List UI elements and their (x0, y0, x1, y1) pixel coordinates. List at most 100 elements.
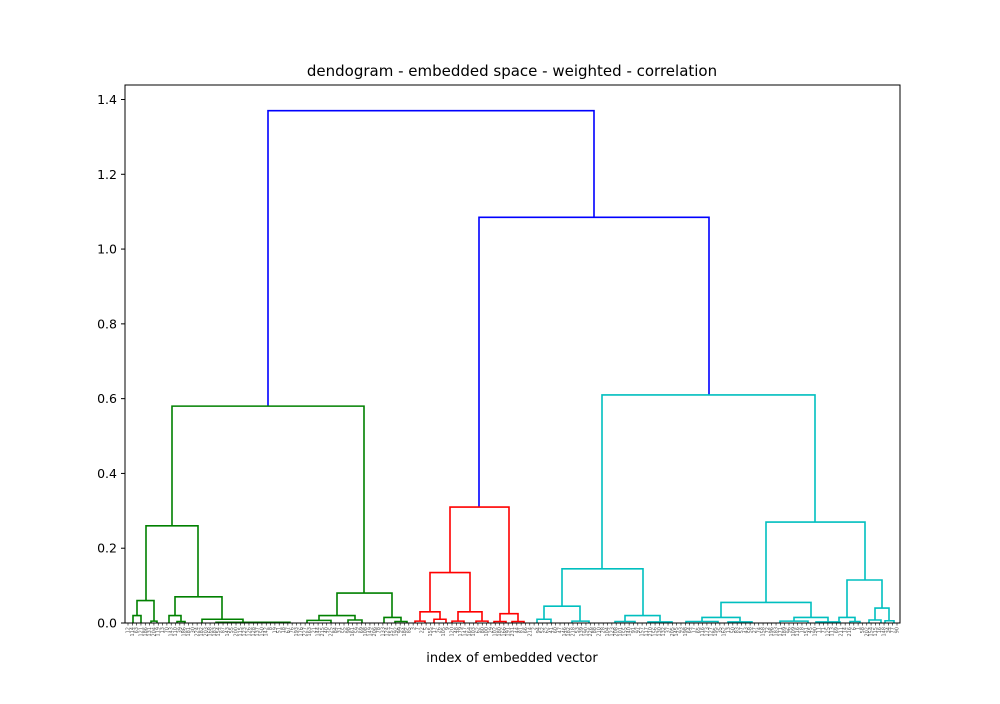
leaf-label: 78 (376, 627, 382, 633)
leaf-label: 200 (234, 627, 240, 637)
leaf-label: 139 (579, 627, 585, 637)
leaf-label: 60 (553, 627, 559, 633)
leaf-label: 210 (596, 627, 602, 637)
leaf-label: 88 (592, 627, 598, 633)
leaf-label: 40 (324, 627, 330, 633)
leaf-label: 142 (264, 627, 270, 637)
leaf-label: 94 (536, 627, 542, 633)
leaf-label: 179 (458, 627, 464, 637)
leaf-label: 13 (726, 627, 732, 633)
leaf-label: 101 (618, 627, 624, 637)
leaf-label: 37 (666, 627, 672, 633)
leaf-label: 132 (661, 627, 667, 637)
leaf-label: 186 (182, 627, 188, 637)
leaf-label: 227 (303, 627, 309, 637)
dendrogram-link-4 (145, 524, 199, 601)
leaf-label: 29 (488, 627, 494, 633)
dendrogram-link-3 (171, 405, 365, 594)
leaf-label: 43 (743, 627, 749, 633)
leaf-label: 91 (631, 627, 637, 633)
leaf-label: 225 (329, 627, 335, 637)
leaf-label: 3 (411, 627, 417, 630)
dendrogram-link-41 (685, 620, 719, 623)
leaf-label: 14 (843, 627, 849, 633)
dendrogram-link-39 (720, 601, 812, 618)
dendrogram-link-18 (394, 620, 408, 623)
leaf-label: 155 (428, 627, 434, 637)
leaf-label: 71 (821, 627, 827, 633)
leaf-label: 67 (285, 627, 291, 633)
leaf-label: 28 (601, 627, 607, 633)
leaf-label: 63 (134, 627, 140, 633)
leaf-label: 34 (886, 627, 892, 633)
leaf-label: 19 (272, 627, 278, 633)
leaf-label: 55 (342, 627, 348, 633)
dendrogram-link-37 (647, 621, 673, 623)
leaf-label: 16 (877, 627, 883, 633)
leaf-label: 176 (298, 627, 304, 637)
leaf-label: 121 (138, 627, 144, 637)
leaf-label: 21 (311, 627, 317, 633)
dendrogram-link-6 (132, 614, 142, 623)
leaf-label: 205 (670, 627, 676, 637)
leaf-label: 11 (817, 627, 823, 633)
leaf-label: 69 (834, 627, 840, 633)
leaf-label: 192 (393, 627, 399, 637)
leaf-label: 64 (687, 627, 693, 633)
leaf-label: 90 (895, 627, 901, 633)
dendrogram-link-43 (793, 616, 829, 622)
dendrogram-link-8 (174, 596, 223, 620)
leaf-label: 154 (869, 627, 875, 637)
dendrogram-link-19 (449, 506, 510, 614)
dendrogram-link-51 (884, 619, 895, 623)
leaf-label: 85 (406, 627, 412, 633)
leaf-label: 126 (246, 627, 252, 637)
leaf-label: 30 (190, 627, 196, 633)
dendrogram-link-30 (601, 394, 816, 569)
y-tick-label-7: 1.4 (97, 92, 117, 107)
leaf-label: 155 (622, 627, 628, 637)
leaf-label: 116 (700, 627, 706, 637)
leaf-label: 128 (251, 627, 257, 637)
leaf-label: 190 (583, 627, 589, 637)
dendrogram-link-20 (429, 571, 471, 612)
dendrogram-link-29 (511, 620, 525, 623)
leaf-label: 149 (367, 627, 373, 637)
leaf-label: 168 (208, 627, 214, 637)
leaf-label: 204 (151, 627, 157, 637)
leaf-label: 115 (238, 627, 244, 637)
leaf-label: 70 (164, 627, 170, 633)
x-axis-label: index of embedded vector (426, 651, 598, 666)
leaf-label: 143 (169, 627, 175, 637)
leaf-label: 59 (354, 627, 360, 633)
leaf-label: 48 (454, 627, 460, 633)
leaf-label: 146 (562, 627, 568, 637)
leaf-label: 119 (156, 627, 162, 637)
dendrogram-link-24 (457, 610, 483, 622)
leaf-label: 76 (290, 627, 296, 633)
leaf-label: 87 (221, 627, 227, 633)
leaf-label: 35 (717, 627, 723, 633)
dendrogram-link-2 (478, 216, 710, 508)
dendrogram-link-32 (543, 605, 581, 622)
leaf-label: 184 (402, 627, 408, 637)
leaf-label: 7 (415, 627, 421, 630)
leaf-label: 203 (203, 627, 209, 637)
leaf-label: 62 (545, 627, 551, 633)
dendrogram-link-23 (433, 618, 447, 623)
leaf-label: 198 (683, 627, 689, 637)
leaf-label: 52 (540, 627, 546, 633)
leaf-label: 51 (277, 627, 283, 633)
dendrogram-link-9 (168, 614, 182, 623)
leaf-label: 98 (346, 627, 352, 633)
leaf-label: 41 (549, 627, 555, 633)
leaf-label: 125 (825, 627, 831, 637)
leaf-label: 17 (432, 627, 438, 633)
dendrogram-link-50 (868, 619, 882, 623)
leaf-label: 39 (177, 627, 183, 633)
leaf-label: 45 (808, 627, 814, 633)
leaf-label: 12 (126, 627, 132, 633)
leaf-label: 208 (614, 627, 620, 637)
dendrogram-link-46 (846, 579, 883, 618)
